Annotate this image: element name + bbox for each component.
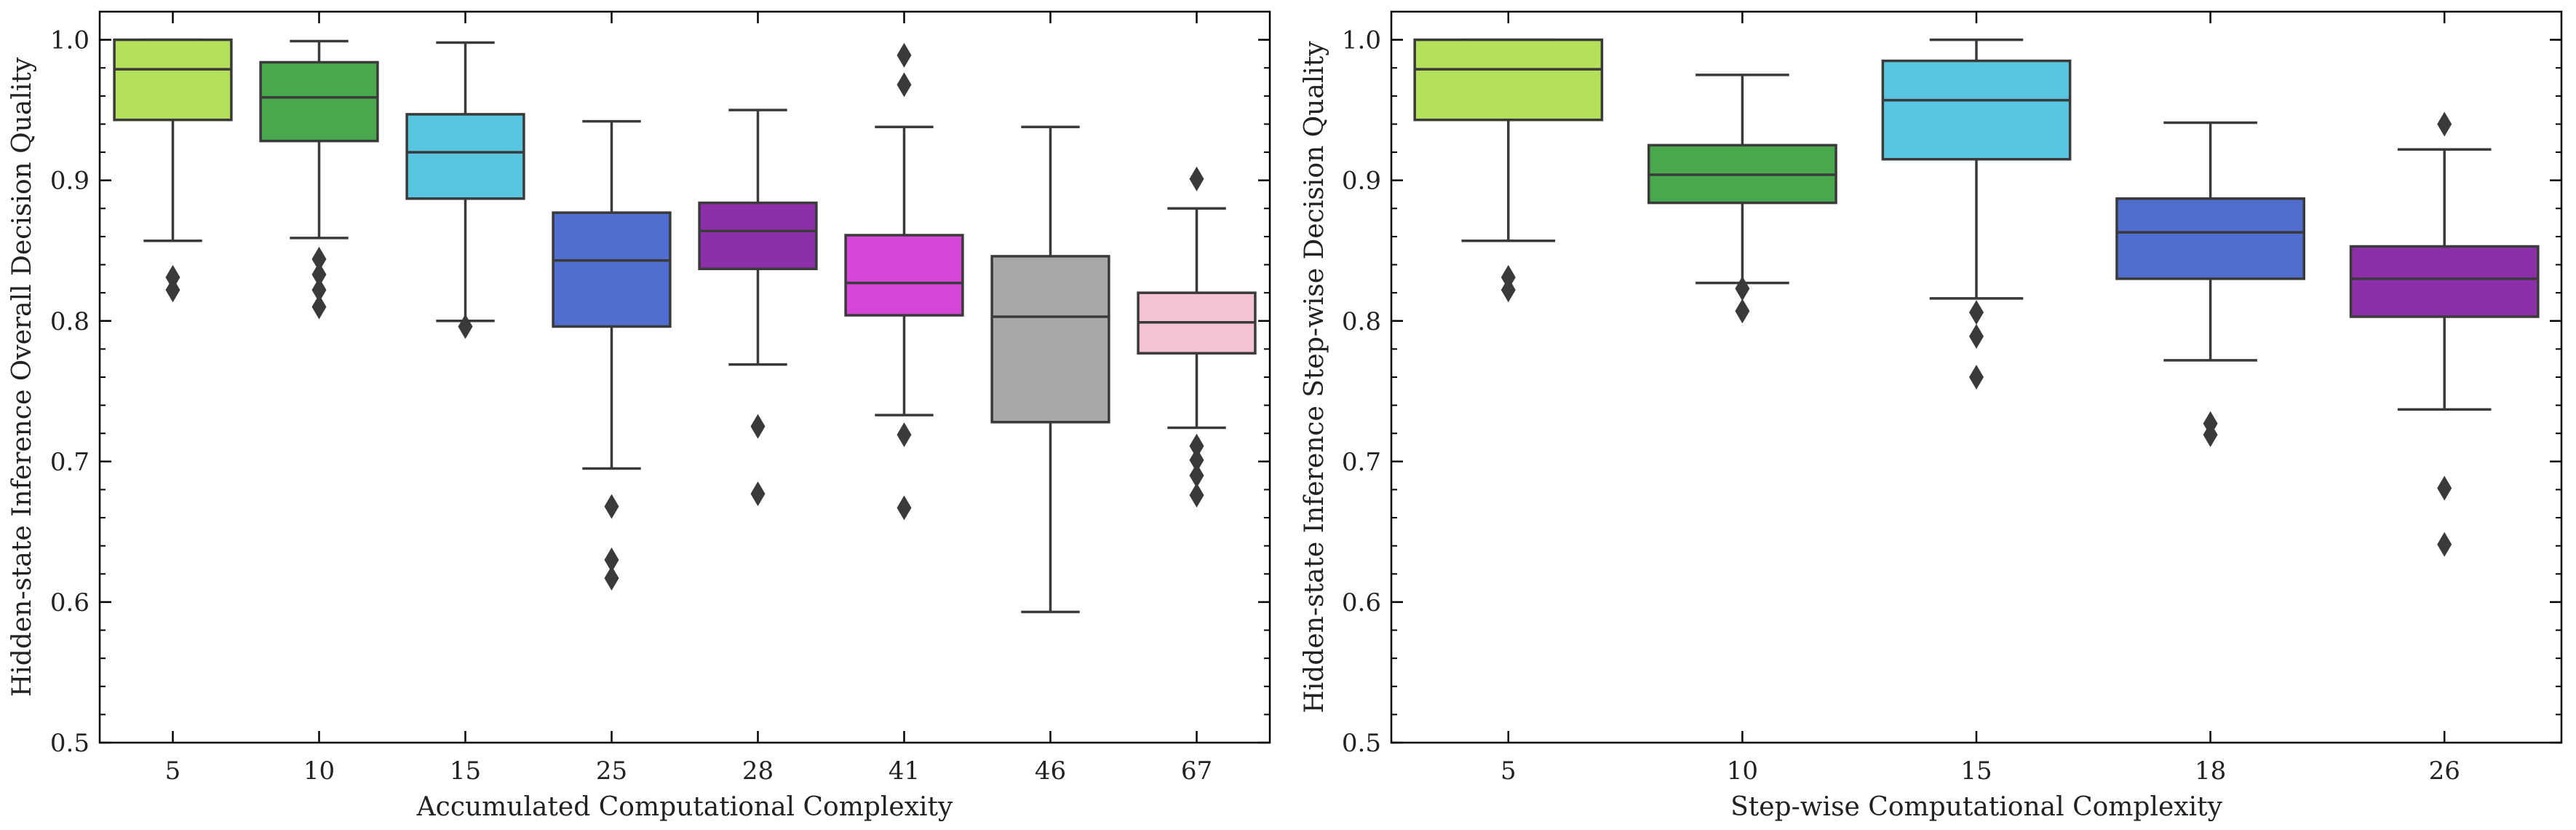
box-28 bbox=[698, 108, 818, 507]
outlier-point bbox=[311, 246, 327, 272]
x-axis-label: Step-wise Computational Complexity bbox=[1730, 792, 2222, 822]
box-body bbox=[990, 255, 1110, 424]
outlier-point bbox=[311, 294, 327, 320]
x-axis-label: Accumulated Computational Complexity bbox=[416, 792, 953, 822]
outlier-point bbox=[2437, 475, 2452, 501]
outlier-point bbox=[1969, 300, 1984, 325]
x-tick-label: 10 bbox=[303, 756, 335, 786]
outlier-point bbox=[1189, 166, 1204, 191]
box-18 bbox=[2115, 121, 2305, 448]
box-26 bbox=[2349, 111, 2540, 557]
box-25 bbox=[552, 119, 672, 591]
box-10 bbox=[1647, 74, 1837, 324]
y-tick-label: 0.5 bbox=[1342, 729, 1381, 758]
y-tick-label: 1.0 bbox=[1342, 26, 1381, 55]
outlier-point bbox=[1969, 365, 1984, 390]
outlier-point bbox=[1735, 299, 1750, 324]
y-tick-label: 0.7 bbox=[50, 448, 90, 477]
box-body bbox=[1413, 38, 1604, 122]
x-tick-label: 10 bbox=[1727, 756, 1758, 786]
y-tick-label: 0.9 bbox=[50, 167, 90, 196]
y-tick-label: 0.8 bbox=[50, 307, 90, 336]
y-tick-label: 0.9 bbox=[1342, 167, 1381, 196]
outlier-point bbox=[897, 422, 912, 448]
x-tick-label: 15 bbox=[1960, 756, 1992, 786]
x-tick-label: 15 bbox=[450, 756, 481, 786]
box-body bbox=[259, 60, 379, 143]
outlier-point bbox=[604, 548, 619, 572]
x-tick-label: 28 bbox=[742, 756, 774, 786]
box-67 bbox=[1137, 166, 1257, 508]
box-5 bbox=[113, 38, 233, 303]
box-body bbox=[2349, 245, 2540, 318]
outlier-point bbox=[458, 314, 473, 339]
chart-right: 0.5 0.6 0.7 0.8 0.9 1.0 5 10 15 18 26 Step-wise Com… bbox=[1300, 10, 2563, 822]
box-46 bbox=[990, 125, 1110, 614]
box-body bbox=[405, 113, 525, 200]
outlier-point bbox=[604, 566, 619, 591]
x-tick-label: 5 bbox=[1500, 756, 1516, 786]
outlier-point bbox=[897, 72, 912, 98]
outlier-point bbox=[1969, 324, 1984, 349]
outlier-point bbox=[1500, 264, 1516, 290]
outlier-point bbox=[897, 42, 912, 68]
outlier-point bbox=[1189, 447, 1204, 473]
box-10 bbox=[259, 39, 379, 320]
y-tick-label: 0.5 bbox=[50, 729, 90, 758]
outlier-point bbox=[1189, 463, 1204, 489]
outlier-point bbox=[1735, 276, 1750, 301]
outlier-point bbox=[2203, 422, 2218, 448]
x-tick-label: 5 bbox=[165, 756, 181, 786]
box-body bbox=[113, 38, 233, 122]
y-tick-label: 0.7 bbox=[1342, 448, 1381, 477]
x-tick-label: 18 bbox=[2195, 756, 2226, 786]
outlier-point bbox=[165, 277, 180, 303]
x-tick-label: 25 bbox=[596, 756, 627, 786]
x-tick-label: 46 bbox=[1035, 756, 1066, 786]
box-15 bbox=[405, 41, 525, 339]
box-body bbox=[552, 211, 672, 328]
box-body bbox=[2115, 197, 2305, 280]
box-body bbox=[844, 234, 964, 317]
outlier-point bbox=[1500, 277, 1516, 303]
box-41 bbox=[844, 42, 964, 521]
y-axis-label: Hidden-state Inference Step-wise Decisio… bbox=[1300, 41, 1329, 714]
chart-left: 0.5 0.6 0.7 0.8 0.9 1.0 5 10 15 25 28 41 46 67 Accumul… bbox=[7, 10, 1271, 822]
box-body bbox=[698, 201, 818, 271]
outlier-point bbox=[311, 277, 327, 303]
y-tick-label: 0.6 bbox=[1342, 588, 1381, 617]
box-5 bbox=[1413, 38, 1604, 303]
outlier-point bbox=[604, 494, 619, 519]
outlier-point bbox=[311, 262, 327, 288]
box-15 bbox=[1881, 38, 2072, 390]
y-tick-label: 0.6 bbox=[50, 588, 90, 617]
outlier-point bbox=[897, 495, 912, 521]
y-axis-label: Hidden-state Inference Overall Decision … bbox=[7, 57, 37, 697]
outlier-point bbox=[1189, 433, 1204, 459]
y-tick-label: 0.8 bbox=[1342, 307, 1381, 336]
outlier-point bbox=[750, 481, 766, 507]
outlier-point bbox=[165, 264, 180, 290]
outlier-point bbox=[2437, 111, 2452, 137]
outlier-point bbox=[2437, 531, 2452, 557]
x-tick-label: 26 bbox=[2429, 756, 2460, 786]
x-tick-label: 67 bbox=[1181, 756, 1212, 786]
outlier-point bbox=[750, 414, 766, 439]
outlier-point bbox=[1189, 483, 1204, 508]
y-tick-label: 1.0 bbox=[50, 26, 90, 55]
x-tick-label: 41 bbox=[889, 756, 920, 786]
box-body bbox=[1881, 59, 2072, 161]
